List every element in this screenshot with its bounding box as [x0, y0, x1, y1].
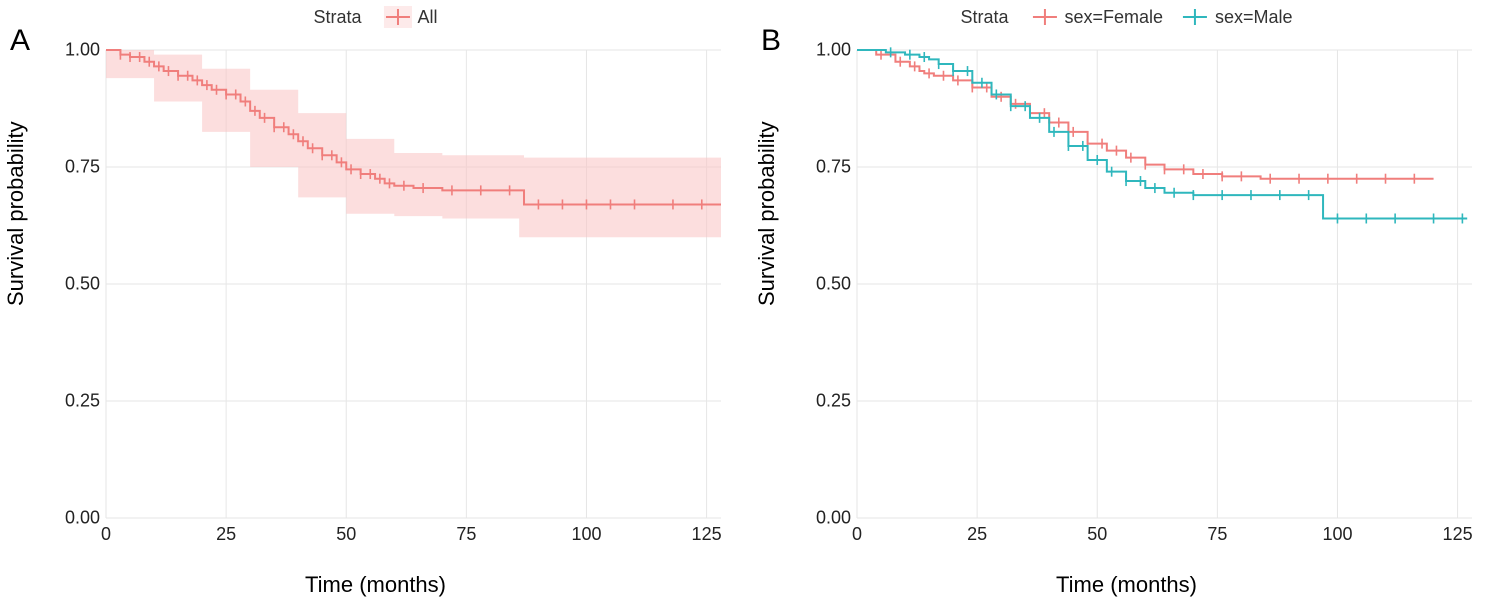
legend-swatch-all	[384, 6, 412, 28]
legend-item-label: sex=Male	[1215, 7, 1293, 28]
y-tick-label: 1.00	[65, 40, 100, 61]
y-tick-label: 0.50	[816, 274, 851, 295]
panel-b-label: B	[761, 24, 781, 58]
plot-svg-b	[857, 50, 1472, 518]
x-axis: 0255075100125	[106, 518, 721, 558]
chart-area-b	[857, 50, 1472, 518]
x-axis: 0255075100125	[857, 518, 1472, 558]
y-tick-label: 0.00	[816, 508, 851, 529]
legend-swatch-cross-v	[1194, 9, 1196, 25]
legend-swatch-cross-v	[397, 9, 399, 25]
y-tick-label: 0.75	[816, 157, 851, 178]
x-axis-title: Time (months)	[1056, 572, 1197, 598]
x-tick-label: 75	[1207, 524, 1227, 545]
panel-a: A Strata All Survival probability 0.00 0.…	[0, 0, 751, 612]
legend-swatch-female	[1030, 6, 1058, 28]
x-tick-label: 125	[692, 524, 722, 545]
y-axis: 0.000.250.500.751.00	[809, 50, 857, 518]
y-tick-label: 0.25	[65, 391, 100, 412]
x-tick-label: 50	[1087, 524, 1107, 545]
legend-item-label: sex=Female	[1064, 7, 1163, 28]
legend-item-all: All	[384, 6, 438, 28]
y-tick-label: 1.00	[816, 40, 851, 61]
x-tick-label: 75	[456, 524, 476, 545]
legend-item-male: sex=Male	[1181, 6, 1293, 28]
panel-b: B Strata sex=Female sex=Male Survival pr…	[751, 0, 1502, 612]
x-tick-label: 25	[216, 524, 236, 545]
legend-item-label: All	[418, 7, 438, 28]
y-tick-label: 0.75	[65, 157, 100, 178]
y-tick-label: 0.50	[65, 274, 100, 295]
panels-container: A Strata All Survival probability 0.00 0.…	[0, 0, 1502, 612]
panel-a-label: A	[10, 24, 30, 58]
plot-svg-a	[106, 50, 721, 518]
legend-swatch-male	[1181, 6, 1209, 28]
y-tick-label: 0.00	[65, 508, 100, 529]
panel-a-legend: Strata All	[313, 6, 437, 28]
legend-swatch-cross-v	[1043, 9, 1045, 25]
x-tick-label: 50	[336, 524, 356, 545]
x-tick-label: 0	[852, 524, 862, 545]
y-axis: 0.000.250.500.751.00	[58, 50, 106, 518]
x-tick-label: 25	[967, 524, 987, 545]
chart-area-a	[106, 50, 721, 518]
x-axis-title: Time (months)	[305, 572, 446, 598]
x-tick-label: 100	[1322, 524, 1352, 545]
legend-title: Strata	[960, 7, 1008, 28]
x-tick-label: 125	[1443, 524, 1473, 545]
x-tick-label: 0	[101, 524, 111, 545]
x-tick-label: 100	[571, 524, 601, 545]
y-tick-label: 0.25	[816, 391, 851, 412]
panel-b-legend: Strata sex=Female sex=Male	[960, 6, 1292, 28]
legend-item-female: sex=Female	[1030, 6, 1163, 28]
legend-title: Strata	[313, 7, 361, 28]
y-axis-title: Survival probability	[3, 121, 29, 306]
y-axis-title: Survival probability	[754, 121, 780, 306]
